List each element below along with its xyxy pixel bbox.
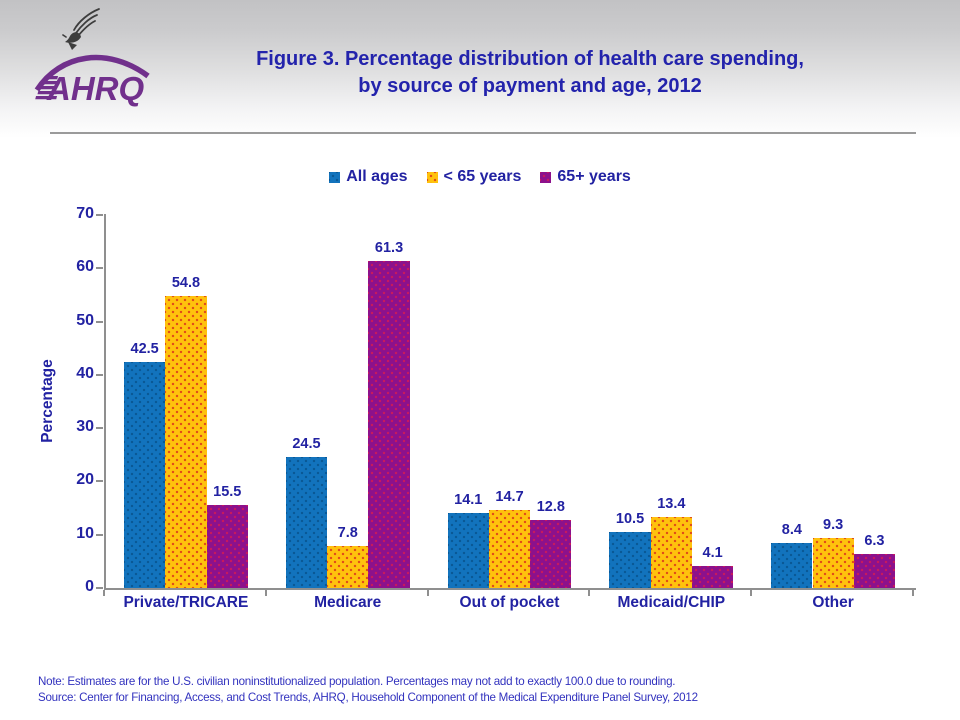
y-tick-label: 70 xyxy=(76,205,94,222)
ahrq-logotype: AHRQ xyxy=(34,54,150,107)
bar-value-label: 14.7 xyxy=(495,488,524,505)
category-label: Out of pocket xyxy=(459,594,560,611)
bar-value-label: 4.1 xyxy=(702,545,723,562)
y-axis-tick xyxy=(96,320,103,323)
x-axis-tick xyxy=(588,590,591,596)
bar xyxy=(368,261,410,588)
bar xyxy=(327,546,369,588)
title-line-1: Figure 3. Percentage distribution of hea… xyxy=(256,48,804,70)
legend-swatch-blue-icon xyxy=(329,171,341,183)
source-line: Source: Center for Financing, Access, an… xyxy=(38,690,698,704)
ahrq-logo-text: AHRQ xyxy=(46,70,144,107)
x-axis-tick xyxy=(750,590,753,596)
bar xyxy=(530,519,572,588)
legend-label: All ages xyxy=(346,168,408,185)
bar xyxy=(692,566,734,588)
page-title: Figure 3. Percentage distribution of hea… xyxy=(150,46,910,100)
y-tick-label: 20 xyxy=(76,471,94,489)
bar xyxy=(650,516,692,588)
y-tick-label: 60 xyxy=(76,258,94,276)
y-axis-tick xyxy=(96,373,103,376)
bar-value-label: 10.5 xyxy=(615,511,645,528)
note-line: Note: Estimates are for the U.S. civilia… xyxy=(38,675,676,688)
y-axis-tick xyxy=(96,480,103,483)
bar-value-label: 15.5 xyxy=(213,484,242,501)
bar-value-label: 42.5 xyxy=(130,340,159,357)
y-axis-line xyxy=(104,214,106,590)
bar xyxy=(609,532,651,588)
bar-value-label: 9.3 xyxy=(823,517,844,534)
bar-value-label: 8.4 xyxy=(781,522,802,539)
title-line-2: by source of payment and age, 2012 xyxy=(358,75,702,97)
bar xyxy=(488,509,531,588)
y-axis-tick xyxy=(96,427,103,430)
category-label: Other xyxy=(812,594,854,611)
category-label: Private/TRICARE xyxy=(123,594,249,611)
category-label: Medicaid/CHIP xyxy=(617,594,726,611)
ahrq-logo: AHRQ xyxy=(34,4,164,114)
bar xyxy=(206,505,248,588)
legend-swatch-purple-icon xyxy=(540,171,552,183)
hhs-eagle-icon xyxy=(62,8,100,50)
y-axis-title: Percentage xyxy=(39,359,56,443)
bar xyxy=(285,457,328,588)
bar xyxy=(447,512,489,588)
footnote: Note: Estimates are for the U.S. civilia… xyxy=(38,674,938,705)
y-axis-tick xyxy=(96,587,103,589)
y-tick-label: 10 xyxy=(76,524,94,542)
bar-value-label: 7.8 xyxy=(337,525,358,542)
bar-value-label: 6.3 xyxy=(864,533,885,550)
category-label: Medicare xyxy=(314,594,382,611)
header-gradient xyxy=(0,0,960,138)
chart-legend: All ages < 65 years 65+ years xyxy=(0,168,960,186)
x-axis-tick xyxy=(426,590,429,596)
bar-value-label: 54.8 xyxy=(171,274,201,291)
bar xyxy=(853,554,896,588)
y-axis-tick xyxy=(96,214,103,216)
bar-value-label: 61.3 xyxy=(374,240,404,257)
bar-value-label: 14.1 xyxy=(454,491,483,508)
legend-item-65-plus: 65+ years xyxy=(540,168,631,186)
bar xyxy=(771,543,813,588)
legend-label: < 65 years xyxy=(443,168,522,185)
x-axis-tick xyxy=(264,590,267,596)
legend-swatch-yellow-icon xyxy=(426,171,438,183)
y-tick-label: 40 xyxy=(76,364,94,382)
x-axis-tick xyxy=(103,590,105,596)
bar-value-label: 12.8 xyxy=(536,498,565,515)
y-axis-tick xyxy=(96,533,103,536)
legend-item-all-ages: All ages xyxy=(329,168,408,186)
bar-value-label: 13.4 xyxy=(657,495,686,512)
bar-value-label: 24.5 xyxy=(292,436,321,453)
y-tick-label: 50 xyxy=(76,311,94,329)
bar xyxy=(812,538,854,588)
y-tick-label: 0 xyxy=(85,578,94,595)
legend-item-under-65: < 65 years xyxy=(426,168,522,186)
x-axis-line xyxy=(104,588,916,590)
y-axis-tick xyxy=(96,267,103,270)
header-divider xyxy=(50,132,916,134)
legend-label: 65+ years xyxy=(557,168,631,185)
bar xyxy=(165,295,207,588)
bar xyxy=(124,361,166,588)
y-tick-label: 30 xyxy=(76,418,94,436)
x-axis-tick xyxy=(912,590,914,596)
